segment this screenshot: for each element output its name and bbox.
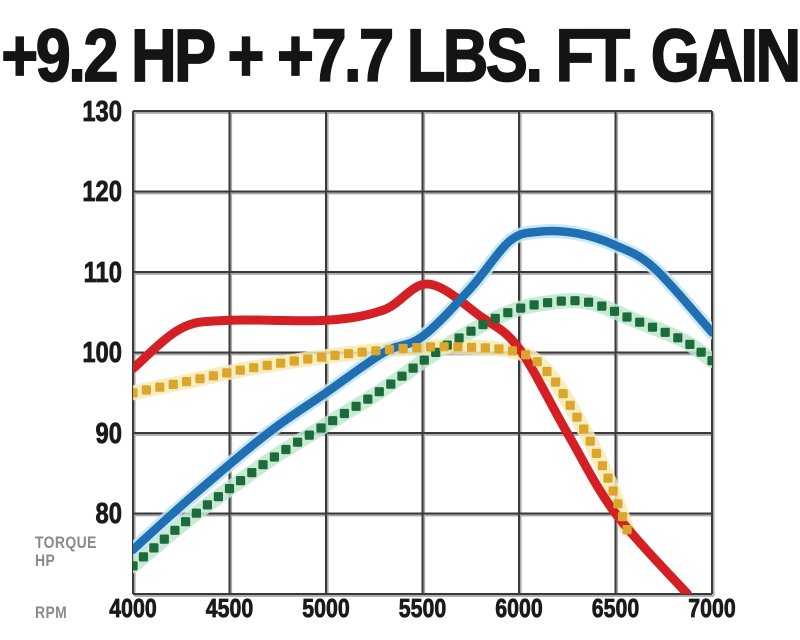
svg-text:TORQUE: TORQUE: [35, 534, 97, 553]
svg-text:5000: 5000: [302, 594, 349, 624]
svg-text:120: 120: [82, 175, 122, 208]
svg-text:80: 80: [96, 497, 122, 530]
svg-text:4500: 4500: [206, 594, 253, 624]
svg-text:7000: 7000: [688, 594, 735, 624]
svg-text:110: 110: [84, 256, 122, 289]
svg-text:HP: HP: [35, 552, 55, 571]
svg-text:100: 100: [82, 336, 122, 369]
svg-text:6000: 6000: [495, 594, 542, 624]
svg-text:RPM: RPM: [35, 604, 67, 623]
svg-text:5500: 5500: [399, 594, 446, 624]
svg-text:90: 90: [96, 417, 122, 450]
svg-text:4000: 4000: [109, 594, 156, 624]
svg-text:6500: 6500: [592, 594, 639, 624]
svg-text:130: 130: [82, 95, 122, 128]
svg-text:+9.2 HP + +7.7 LBS. FT. GAIN: +9.2 HP + +7.7 LBS. FT. GAIN: [1, 14, 798, 97]
